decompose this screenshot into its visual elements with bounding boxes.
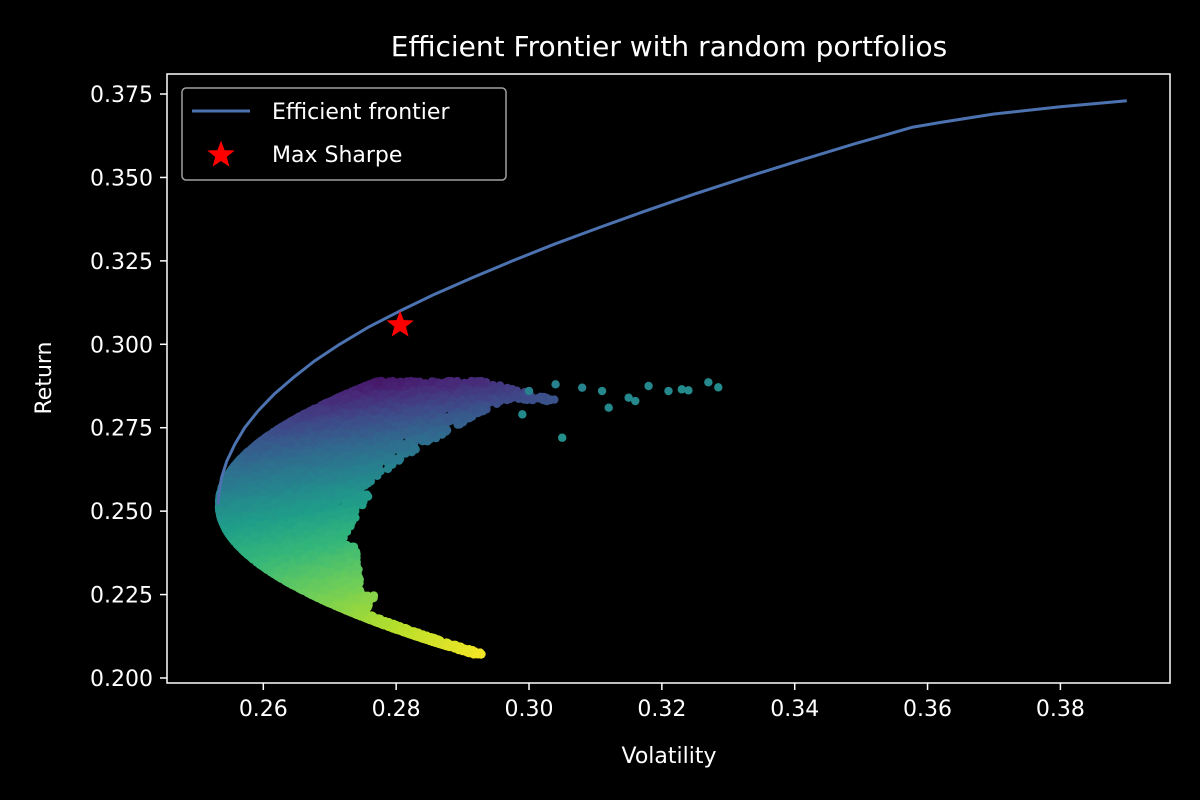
chart-title: Efficient Frontier with random portfolio… bbox=[391, 30, 948, 63]
random-portfolios-scatter bbox=[214, 376, 723, 659]
portfolio-point bbox=[383, 464, 393, 474]
